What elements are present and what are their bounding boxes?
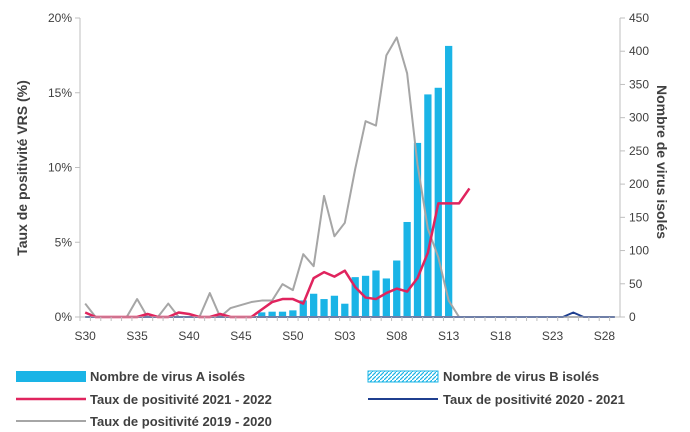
bar-virus-a — [258, 312, 266, 317]
x-axis-tick-label: S40 — [178, 329, 200, 343]
right-axis-tick-label: 0 — [629, 310, 636, 324]
plot-area — [84, 36, 615, 319]
legend-label-virus-a: Nombre de virus A isolés — [90, 369, 245, 384]
x-axis-tick-label: S23 — [542, 329, 564, 343]
right-axis-title: Nombre de virus isolés — [654, 85, 670, 239]
legend-label-rate-2020-2021: Taux de positivité 2020 - 2021 — [443, 392, 625, 407]
legend-item-rate-2021-2022: Taux de positivité 2021 - 2022 — [16, 392, 272, 407]
bar-virus-a — [268, 311, 276, 317]
legend-swatch-virus-a — [16, 371, 86, 382]
left-axis-tick-label: 20% — [48, 11, 72, 25]
bar-virus-a — [403, 221, 411, 317]
right-axis-tick-label: 50 — [629, 277, 643, 291]
bar-virus-a — [351, 277, 359, 317]
right-axis-tick-label: 100 — [629, 244, 649, 258]
bar-virus-a — [289, 310, 297, 317]
x-axis-tick-label: S35 — [126, 329, 148, 343]
left-axis-tick-label: 0% — [55, 310, 73, 324]
right-axis-tick-label: 300 — [629, 111, 649, 125]
legend-item-virus-b: Nombre de virus B isolés — [367, 369, 599, 384]
legend-swatch-virus-b — [367, 370, 439, 383]
tick-labels: 0% 5% 10% 15% 20% 0 50 100 150 200 250 300 350 400 450… — [48, 11, 649, 343]
legend-item-rate-2019-2020: Taux de positivité 2019 - 2020 — [16, 414, 272, 429]
bar-virus-a — [372, 270, 380, 317]
bar-virus-a — [330, 295, 339, 317]
axes — [75, 17, 625, 321]
x-axis-tick-label: S08 — [386, 329, 408, 343]
legend: Nombre de virus A isolés Nombre de virus… — [16, 369, 625, 429]
right-axis-tick-label: 250 — [629, 144, 649, 158]
left-axis-tick-label: 15% — [48, 86, 72, 100]
line-rate-2019-2020 — [84, 36, 615, 318]
x-axis-tick-label: S50 — [282, 329, 304, 343]
x-axis-tick-label: S03 — [334, 329, 356, 343]
bar-virus-a — [299, 300, 307, 317]
right-axis-tick-label: 200 — [629, 177, 649, 191]
bar-virus-a — [278, 311, 287, 317]
x-axis-tick-label: S13 — [438, 329, 460, 343]
line-rate-2021-2022 — [84, 187, 471, 319]
x-axis-tick-label: S30 — [75, 329, 97, 343]
left-axis-title: Taux de positivité VRS (%) — [14, 80, 30, 256]
x-axis-tick-label: S45 — [230, 329, 252, 343]
right-axis-tick-label: 400 — [629, 44, 649, 58]
legend-label-virus-b: Nombre de virus B isolés — [443, 369, 599, 384]
left-axis-tick-label: 5% — [55, 235, 73, 249]
legend-label-rate-2019-2020: Taux de positivité 2019 - 2020 — [90, 414, 272, 429]
bar-virus-a — [382, 278, 390, 317]
bar-virus-a — [310, 293, 318, 317]
legend-item-rate-2020-2021: Taux de positivité 2020 - 2021 — [368, 392, 625, 407]
right-axis-tick-label: 450 — [629, 11, 649, 25]
bar-virus-a — [341, 303, 349, 317]
right-axis-tick-label: 350 — [629, 77, 649, 91]
bar-virus-a — [424, 94, 432, 318]
bar-virus-a — [320, 299, 328, 317]
bar-virus-a — [413, 142, 422, 317]
bar-virus-a — [445, 45, 453, 317]
x-axis-tick-label: S28 — [594, 329, 616, 343]
legend-item-virus-a: Nombre de virus A isolés — [16, 369, 245, 384]
left-axis-tick-label: 10% — [48, 161, 72, 175]
right-axis-tick-label: 150 — [629, 210, 649, 224]
legend-label-rate-2021-2022: Taux de positivité 2021 - 2022 — [90, 392, 272, 407]
x-axis-tick-label: S18 — [490, 329, 512, 343]
